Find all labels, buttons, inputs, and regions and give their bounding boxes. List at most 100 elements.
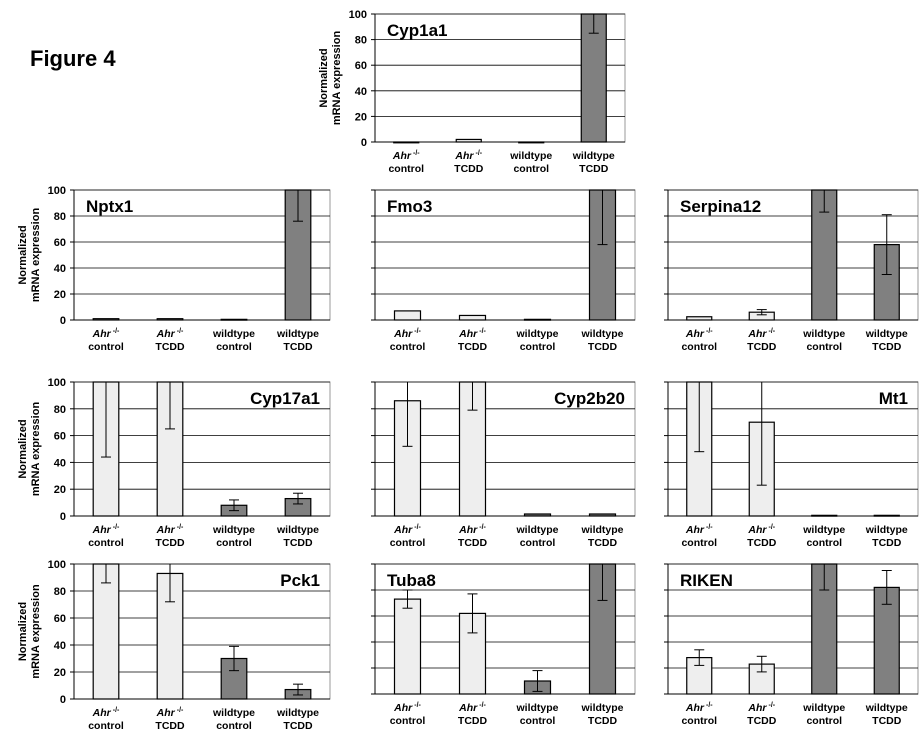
x-tick-label: wildtype	[802, 702, 845, 714]
x-tick-label: control	[88, 341, 124, 353]
error-bar	[597, 190, 608, 246]
x-tick-label: TCDD	[458, 537, 488, 549]
bar	[686, 316, 713, 321]
x-tick-label: control	[806, 715, 842, 727]
x-tick-label: wildtype	[212, 524, 255, 536]
y-axis-title: Normalized mRNA expression	[17, 208, 42, 303]
chart-title: Cyp17a1	[250, 389, 320, 408]
bar	[458, 314, 487, 321]
bar	[156, 318, 184, 321]
bar	[811, 514, 838, 517]
y-tick-label: 40	[355, 86, 367, 98]
x-tick-label: TCDD	[872, 715, 902, 727]
x-tick-label: Ahr -/-	[458, 328, 486, 340]
error-bar	[819, 564, 830, 591]
error-bar	[756, 309, 767, 316]
x-tick-label: control	[513, 163, 549, 175]
x-tick-label: TCDD	[872, 341, 902, 353]
x-tick-label: control	[681, 715, 717, 727]
error-bar	[588, 14, 599, 34]
x-tick-label: TCDD	[747, 537, 777, 549]
y-tick-label: 100	[349, 9, 367, 21]
x-tick-label: wildtype	[212, 328, 255, 340]
x-tick-label: TCDD	[283, 341, 313, 353]
x-tick-label: control	[806, 537, 842, 549]
y-axis-title-line: mRNA expression	[30, 584, 42, 679]
x-tick-label: control	[390, 715, 426, 727]
bar	[92, 563, 120, 700]
x-tick-label: wildtype	[580, 702, 623, 714]
x-tick-label: wildtype	[276, 524, 319, 536]
y-axis-title-line: mRNA expression	[331, 31, 343, 126]
error-bar	[756, 382, 767, 486]
x-tick-label: wildtype	[865, 524, 908, 536]
x-tick-label: control	[806, 341, 842, 353]
x-tick-label: wildtype	[515, 524, 558, 536]
bar	[523, 318, 552, 321]
y-tick-label: 100	[48, 185, 66, 197]
error-bar	[165, 382, 175, 430]
x-tick-label: Ahr -/-	[685, 524, 713, 536]
x-tick-label: Ahr -/-	[92, 707, 120, 719]
x-tick-label: TCDD	[588, 715, 618, 727]
error-bar	[467, 382, 478, 411]
x-tick-label: wildtype	[580, 328, 623, 340]
y-tick-label: 20	[54, 484, 66, 496]
x-tick-label: control	[216, 720, 252, 731]
error-bar	[293, 190, 303, 222]
x-tick-label: TCDD	[458, 341, 488, 353]
y-tick-label: 0	[60, 511, 66, 523]
y-tick-label: 40	[54, 457, 66, 469]
y-tick-label: 80	[54, 586, 66, 598]
x-tick-label: Ahr -/-	[747, 702, 775, 714]
bar	[873, 243, 900, 321]
nptx1-chart: 0 20 40 60 80 100 Normalized mRNA expression Ahr…	[17, 185, 331, 353]
x-tick-label: wildtype	[515, 328, 558, 340]
x-tick-label: TCDD	[283, 537, 313, 549]
bar	[518, 141, 545, 144]
error-bar	[694, 649, 705, 666]
y-tick-label: 80	[54, 211, 66, 223]
x-tick-label: TCDD	[283, 720, 313, 731]
y-tick-label: 80	[54, 404, 66, 416]
y-tick-label: 20	[54, 289, 66, 301]
error-bar	[101, 382, 111, 458]
x-tick-label: Ahr -/-	[393, 524, 421, 536]
bar	[220, 318, 248, 321]
x-tick-label: control	[216, 341, 252, 353]
x-tick-label: wildtype	[276, 707, 319, 719]
x-tick-label: TCDD	[872, 537, 902, 549]
x-tick-label: TCDD	[747, 715, 777, 727]
x-tick-label: Ahr -/-	[156, 328, 184, 340]
x-tick-label: TCDD	[454, 163, 484, 175]
bar	[455, 138, 482, 143]
error-bar	[467, 593, 478, 634]
y-tick-label: 60	[54, 237, 66, 249]
y-tick-label: 20	[355, 111, 367, 123]
x-tick-label: wildtype	[580, 524, 623, 536]
x-tick-label: TCDD	[155, 720, 185, 731]
error-bar	[402, 589, 413, 609]
y-tick-label: 20	[54, 667, 66, 679]
x-tick-label: control	[388, 163, 424, 175]
bar	[393, 310, 422, 321]
bar	[92, 318, 120, 321]
chart-title: Mt1	[879, 389, 908, 408]
x-tick-label: TCDD	[588, 537, 618, 549]
x-tick-label: wildtype	[572, 150, 615, 162]
y-tick-label: 40	[54, 263, 66, 275]
y-tick-label: 60	[54, 431, 66, 443]
cyp17a1-chart: 0 20 40 60 80 100 Normalized mRNA expression Ahr…	[17, 377, 331, 549]
x-tick-label: wildtype	[865, 328, 908, 340]
x-tick-label: control	[681, 341, 717, 353]
cyp1a1-chart: 0 20 40 60 80 100 Normalized mRNA expression Ahr…	[318, 9, 626, 175]
x-tick-label: TCDD	[155, 537, 185, 549]
y-axis-title: Normalized mRNA expression	[17, 584, 42, 679]
x-tick-label: control	[681, 537, 717, 549]
x-tick-label: Ahr -/-	[685, 702, 713, 714]
error-bar	[402, 382, 413, 447]
chart-title: Tuba8	[387, 571, 436, 590]
